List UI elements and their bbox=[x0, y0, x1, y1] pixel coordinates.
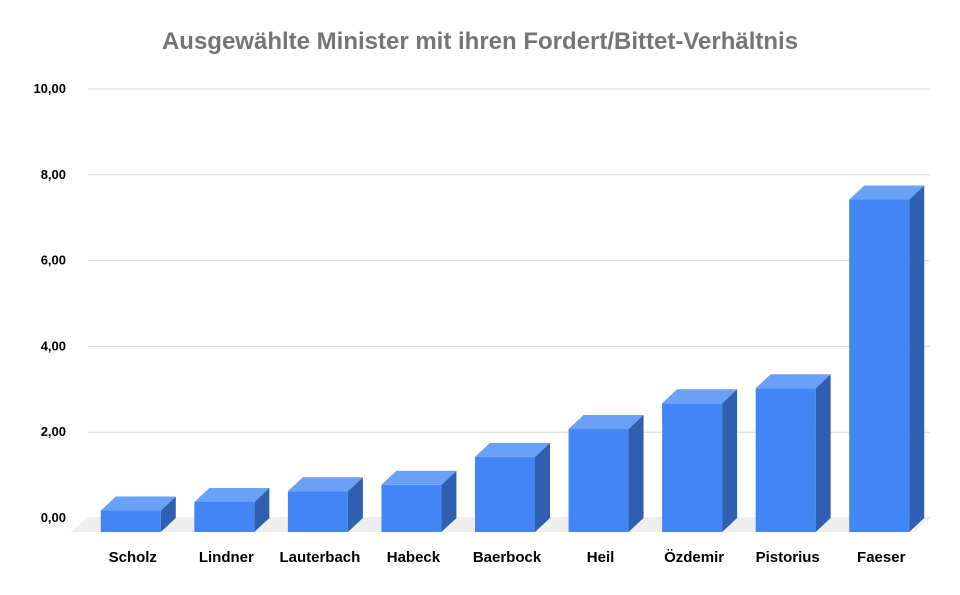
x-tick-label: Heil bbox=[587, 549, 615, 566]
y-tick-label: 2,00 bbox=[41, 424, 66, 439]
bar-faeser bbox=[849, 185, 925, 532]
x-tick-label: Faeser bbox=[857, 549, 906, 566]
bar-top bbox=[100, 496, 176, 511]
bars bbox=[100, 185, 925, 532]
y-tick-label: 10,00 bbox=[33, 81, 66, 96]
bar-özdemir bbox=[662, 389, 738, 532]
bar-side bbox=[441, 470, 457, 532]
bar-top bbox=[475, 442, 550, 457]
x-tick-label: Baerbock bbox=[473, 549, 542, 566]
bar-baerbock bbox=[475, 442, 550, 532]
bar-side bbox=[909, 185, 925, 532]
y-tick-label: 4,00 bbox=[41, 338, 66, 353]
x-tick-label: Habeck bbox=[387, 549, 441, 566]
bar-side bbox=[815, 374, 831, 532]
y-tick-label: 0,00 bbox=[41, 510, 66, 525]
bar-top bbox=[381, 470, 457, 485]
bar-heil bbox=[568, 415, 644, 532]
x-tick-label: Lindner bbox=[199, 549, 254, 566]
bar-top bbox=[287, 477, 363, 492]
bar-top bbox=[849, 185, 925, 200]
chart-title: Ausgewählte Minister mit ihren Fordert/B… bbox=[161, 28, 799, 55]
bar-front bbox=[287, 491, 348, 532]
bar-side bbox=[254, 487, 270, 532]
bar-side bbox=[347, 477, 363, 532]
bar-front bbox=[849, 199, 910, 532]
bar-lindner bbox=[194, 487, 270, 532]
y-axis-ticks: 0,00 2,00 4,00 6,00 8,00 10,00 bbox=[33, 81, 66, 525]
bar-front bbox=[475, 456, 535, 532]
bar-pistorius bbox=[755, 374, 831, 532]
y-tick-label: 6,00 bbox=[41, 253, 66, 268]
x-tick-label: Scholz bbox=[109, 549, 157, 566]
x-tick-label: Özdemir bbox=[664, 549, 724, 566]
bar-side bbox=[160, 496, 176, 532]
bar-front bbox=[755, 388, 816, 532]
x-tick-label: Pistorius bbox=[756, 549, 820, 566]
bar-top bbox=[194, 487, 270, 502]
x-tick-label: Lauterbach bbox=[279, 549, 360, 566]
x-axis-labels: Scholz Lindner Lauterbach Habeck Baerbock Hei… bbox=[109, 549, 906, 566]
bar-habeck bbox=[381, 470, 457, 532]
bar-side bbox=[535, 442, 550, 532]
bar-top bbox=[568, 415, 644, 430]
bar-front bbox=[194, 501, 255, 532]
bar-side bbox=[722, 389, 738, 532]
bar-front bbox=[381, 484, 442, 532]
bar-top bbox=[755, 374, 831, 389]
bar-front bbox=[662, 403, 723, 532]
bar-lauterbach bbox=[287, 477, 363, 532]
bar-top bbox=[662, 389, 738, 404]
y-tick-label: 8,00 bbox=[41, 167, 66, 182]
bar-side bbox=[628, 415, 644, 532]
bar-front bbox=[100, 510, 161, 532]
bar-front bbox=[568, 429, 629, 532]
bar-scholz bbox=[100, 496, 176, 532]
